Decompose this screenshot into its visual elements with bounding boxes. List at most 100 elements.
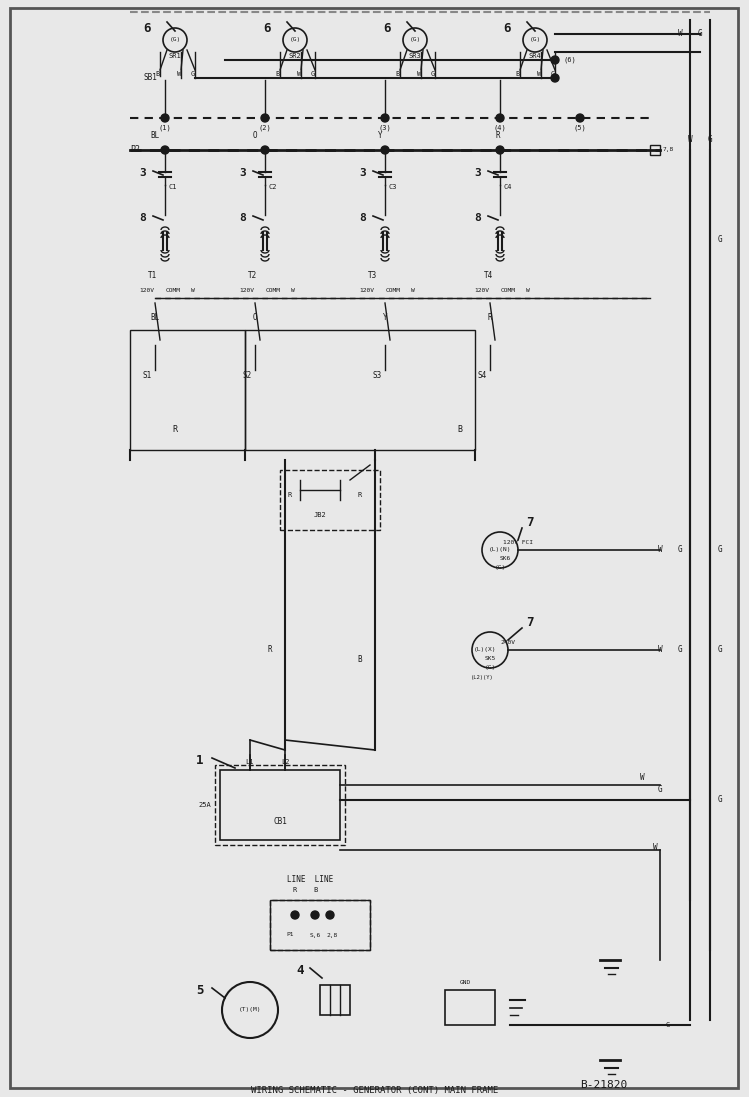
Text: W: W bbox=[177, 71, 181, 77]
Text: 6: 6 bbox=[143, 22, 151, 34]
Text: (G): (G) bbox=[485, 666, 496, 670]
Text: JB2: JB2 bbox=[314, 512, 327, 518]
Text: COMM: COMM bbox=[386, 287, 401, 293]
Text: B: B bbox=[515, 71, 519, 77]
Text: R: R bbox=[488, 314, 492, 323]
Text: G: G bbox=[697, 30, 703, 38]
Circle shape bbox=[496, 114, 504, 122]
Text: T1: T1 bbox=[148, 271, 157, 280]
Text: R: R bbox=[172, 426, 178, 434]
Bar bbox=[445, 989, 495, 1025]
Text: W: W bbox=[191, 287, 195, 293]
Text: G: G bbox=[678, 545, 682, 554]
Text: 4: 4 bbox=[297, 963, 304, 976]
Text: COMM: COMM bbox=[166, 287, 181, 293]
Text: G: G bbox=[718, 545, 722, 554]
Text: S,6: S,6 bbox=[309, 932, 321, 938]
Text: 120V: 120V bbox=[475, 287, 490, 293]
Text: SB1: SB1 bbox=[143, 73, 157, 82]
Bar bbox=[245, 330, 475, 450]
Text: SK5: SK5 bbox=[485, 656, 496, 660]
Text: (G): (G) bbox=[289, 37, 300, 43]
Text: COMM: COMM bbox=[500, 287, 515, 293]
Text: B: B bbox=[358, 656, 363, 665]
Text: W: W bbox=[658, 645, 662, 655]
Circle shape bbox=[311, 911, 319, 919]
Text: 8: 8 bbox=[139, 213, 146, 223]
Text: (G): (G) bbox=[494, 565, 506, 570]
Text: G: G bbox=[718, 795, 722, 804]
Text: 7: 7 bbox=[527, 615, 534, 629]
Text: 7: 7 bbox=[527, 516, 534, 529]
Text: 120V FCI: 120V FCI bbox=[503, 540, 533, 544]
Text: (1): (1) bbox=[159, 125, 172, 132]
Circle shape bbox=[326, 911, 334, 919]
Circle shape bbox=[381, 146, 389, 154]
Text: 8: 8 bbox=[240, 213, 246, 223]
Text: G: G bbox=[718, 236, 722, 245]
Text: W: W bbox=[652, 844, 658, 852]
Bar bbox=[270, 900, 370, 950]
Text: 1: 1 bbox=[196, 754, 204, 767]
Bar bbox=[220, 770, 340, 840]
Text: (5): (5) bbox=[574, 125, 586, 132]
Circle shape bbox=[551, 56, 559, 64]
Circle shape bbox=[576, 114, 584, 122]
Text: (2): (2) bbox=[258, 125, 271, 132]
Text: (T)(M): (T)(M) bbox=[239, 1007, 261, 1013]
Circle shape bbox=[291, 911, 299, 919]
Circle shape bbox=[381, 114, 389, 122]
Text: 5: 5 bbox=[196, 984, 204, 996]
Text: C2: C2 bbox=[269, 184, 277, 190]
Text: P2: P2 bbox=[130, 146, 140, 155]
Bar bbox=[130, 330, 245, 450]
Text: SR1: SR1 bbox=[169, 53, 181, 59]
Text: T3: T3 bbox=[369, 271, 377, 280]
Text: W: W bbox=[411, 287, 415, 293]
Text: W: W bbox=[678, 30, 682, 38]
Text: BL: BL bbox=[151, 132, 160, 140]
Text: L2: L2 bbox=[281, 759, 289, 765]
Text: WIRING SCHEMATIC - GENERATOR (CONT) MAIN FRAME: WIRING SCHEMATIC - GENERATOR (CONT) MAIN… bbox=[252, 1086, 499, 1095]
Text: W: W bbox=[417, 71, 421, 77]
Text: SR2: SR2 bbox=[288, 53, 301, 59]
Bar bbox=[215, 765, 345, 845]
Text: W: W bbox=[640, 773, 644, 782]
Text: (6): (6) bbox=[564, 57, 577, 64]
Text: R: R bbox=[288, 491, 292, 498]
Text: G: G bbox=[431, 71, 435, 77]
Text: G: G bbox=[191, 71, 195, 77]
Text: 8: 8 bbox=[360, 213, 366, 223]
Text: COMM: COMM bbox=[265, 287, 280, 293]
Text: 3: 3 bbox=[475, 168, 482, 178]
Circle shape bbox=[161, 114, 169, 122]
Text: 8: 8 bbox=[475, 213, 482, 223]
Text: S3: S3 bbox=[372, 371, 382, 380]
Text: (4): (4) bbox=[494, 125, 506, 132]
Text: 120V: 120V bbox=[139, 287, 154, 293]
Text: (L)(X): (L)(X) bbox=[474, 647, 497, 653]
Text: B: B bbox=[275, 71, 279, 77]
Bar bbox=[270, 900, 370, 950]
Text: T4: T4 bbox=[483, 271, 493, 280]
Text: SR4: SR4 bbox=[529, 53, 542, 59]
Text: 2,8: 2,8 bbox=[327, 932, 338, 938]
Text: 6: 6 bbox=[383, 22, 391, 34]
Text: W: W bbox=[537, 71, 541, 77]
Text: 6: 6 bbox=[263, 22, 270, 34]
Text: G: G bbox=[658, 785, 662, 794]
Text: 120V: 120V bbox=[240, 287, 255, 293]
Text: C3: C3 bbox=[389, 184, 397, 190]
Circle shape bbox=[161, 146, 169, 154]
Text: (3): (3) bbox=[379, 125, 392, 132]
Bar bbox=[280, 470, 380, 530]
Text: 120V: 120V bbox=[360, 287, 374, 293]
Text: 7,8: 7,8 bbox=[662, 147, 673, 152]
Text: L1: L1 bbox=[246, 759, 254, 765]
Text: CB1: CB1 bbox=[273, 817, 287, 826]
Text: (L2)(Y): (L2)(Y) bbox=[470, 676, 494, 680]
Text: W: W bbox=[291, 287, 295, 293]
Text: B-21820: B-21820 bbox=[580, 1081, 627, 1090]
Text: S4: S4 bbox=[477, 371, 487, 380]
Text: 25A: 25A bbox=[198, 802, 211, 808]
